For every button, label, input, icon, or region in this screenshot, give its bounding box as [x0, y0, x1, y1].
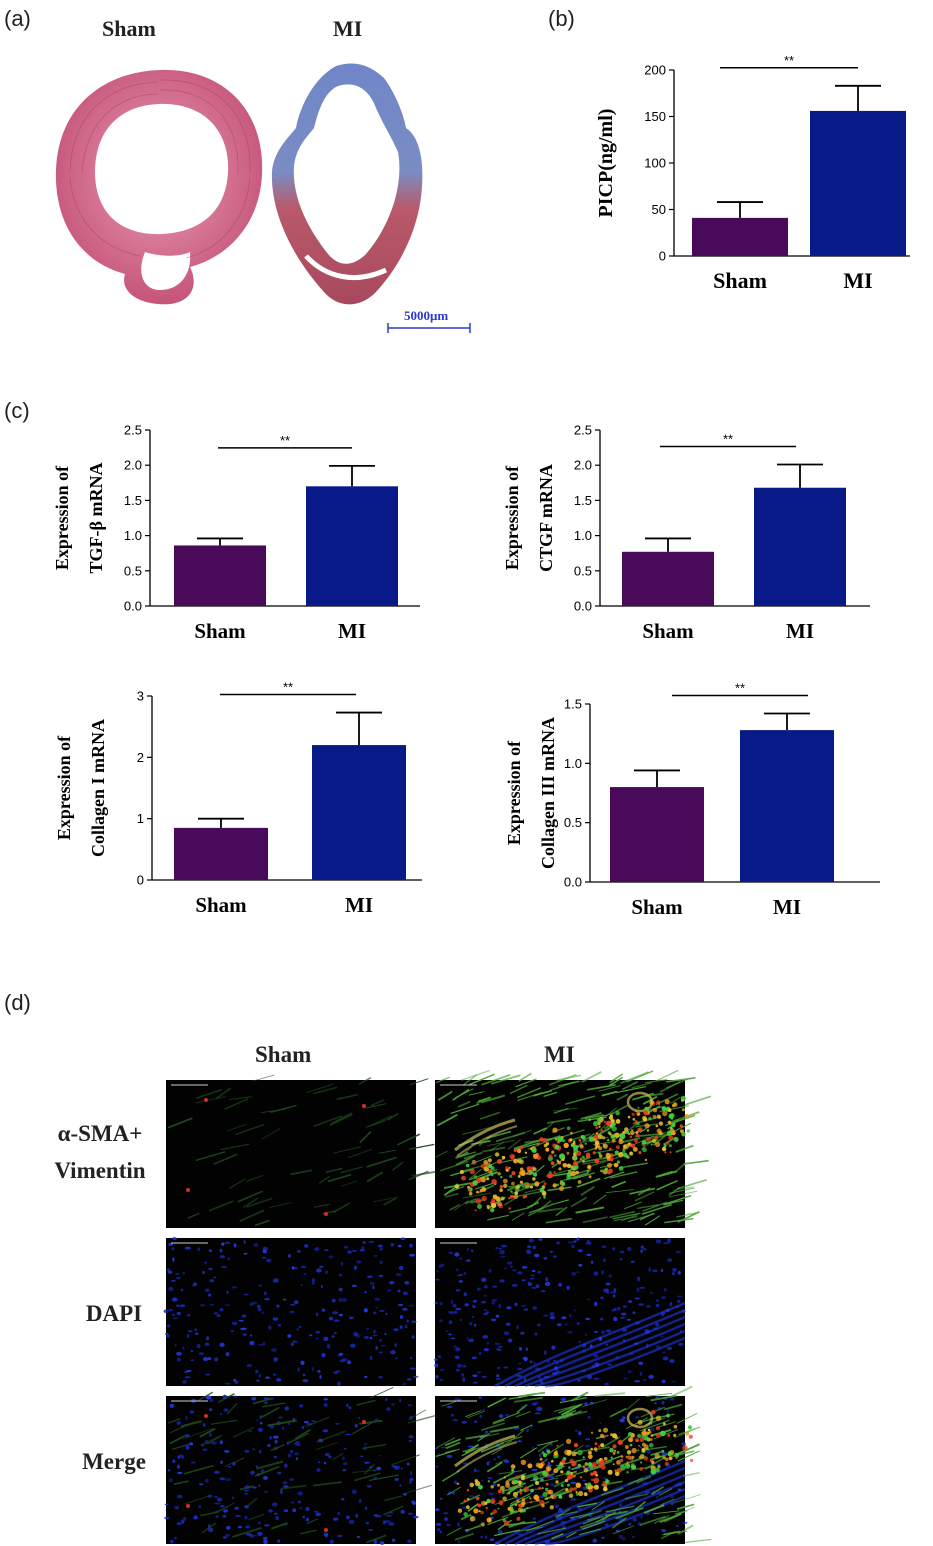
y-tick-label: 0.0: [124, 599, 142, 614]
panel-a-sham-title: Sham: [102, 16, 156, 41]
bar-sham: [610, 787, 704, 882]
y-tick-label: 200: [644, 63, 666, 78]
significance-label: **: [283, 680, 293, 695]
y-tick-label: 0: [137, 873, 144, 888]
bar-mi: [312, 745, 406, 880]
category-label: Sham: [713, 268, 767, 293]
mi-dapi-image: [434, 1237, 686, 1388]
row-label-merge: Merge: [82, 1449, 146, 1474]
y-tick-label: 1.0: [124, 528, 142, 543]
significance-label: **: [280, 433, 290, 448]
picp-bar-chart: 0 50 100 150 200 Sham MI ** PICP(ng/ml): [595, 53, 910, 293]
y-tick-label: 2.0: [124, 458, 142, 473]
bar-mi: [740, 730, 834, 882]
scale-bar: [387, 323, 471, 333]
y-axis-label-line1: Expression of: [502, 465, 522, 570]
y-tick-label: 2.5: [574, 423, 592, 438]
y-tick-label: 0.0: [564, 875, 582, 890]
y-axis-label-line2: Collagen III mRNA: [538, 717, 558, 869]
category-label: MI: [773, 895, 801, 919]
y-tick-label: 0.5: [564, 815, 582, 830]
significance-label: **: [723, 431, 733, 446]
y-tick-label: 1.5: [124, 493, 142, 508]
y-axis-label-line2: TGF-β mRNA: [86, 463, 106, 574]
panel-d-mi-title: MI: [544, 1042, 575, 1067]
sham-sma-vimentin-image: [166, 1074, 436, 1228]
y-tick-label: 2.0: [574, 458, 592, 473]
row-label-vimentin: Vimentin: [54, 1157, 146, 1183]
category-label: Sham: [194, 619, 246, 643]
y-axis-label-line2: Collagen I mRNA: [88, 719, 108, 857]
y-tick-label: 3: [137, 689, 144, 704]
y-axis-label-line1: Expression of: [504, 740, 524, 845]
y-tick-label: 0.0: [574, 599, 592, 614]
category-label: MI: [843, 268, 872, 293]
y-tick-label: 2.5: [124, 423, 142, 438]
panel-c-label: (c): [4, 398, 30, 423]
bar-mi: [810, 110, 906, 256]
mi-merge-image: [435, 1385, 712, 1546]
scale-bar-label: 5000μm: [404, 308, 449, 323]
mi-heart-section-image: [271, 63, 423, 305]
y-axis-label-line1: Expression of: [54, 735, 74, 840]
significance-label: **: [735, 680, 745, 695]
bar-mi: [754, 487, 846, 606]
y-tick-label: 0: [659, 249, 666, 264]
y-axis-label: PICP(ng/ml): [595, 109, 617, 218]
row-label-dapi: DAPI: [85, 1301, 143, 1326]
y-tick-label: 1: [137, 811, 144, 826]
y-tick-label: 150: [644, 109, 666, 124]
collagen-iii-bar-chart: 0.0 0.5 1.0 1.5 Sham MI ** Expression of Collage…: [504, 680, 880, 919]
y-tick-label: 1.5: [564, 697, 582, 712]
bar-sham: [174, 545, 266, 606]
bar-mi: [306, 486, 398, 606]
category-label: Sham: [631, 895, 683, 919]
y-tick-label: 0.5: [574, 563, 592, 578]
y-tick-label: 1.0: [574, 528, 592, 543]
row-label-sma-vimentin: α-SMA+ Vimentin: [36, 1116, 164, 1190]
panel-a-mi-title: MI: [333, 16, 363, 41]
sham-dapi-image: [163, 1237, 419, 1386]
bar-sham: [622, 551, 714, 606]
y-tick-label: 1.0: [564, 756, 582, 771]
collagen-i-bar-chart: 0 1 2 3 Sham MI ** Expression of Collagen I mRNA: [54, 680, 422, 917]
category-label: MI: [338, 619, 366, 643]
y-tick-label: 2: [137, 750, 144, 765]
mi-sma-vimentin-image: [435, 1069, 712, 1228]
panel-d-sham-title: Sham: [255, 1042, 312, 1067]
category-label: MI: [786, 619, 814, 643]
category-label: Sham: [195, 893, 247, 917]
y-tick-label: 100: [644, 156, 666, 171]
bar-sham: [174, 827, 268, 880]
sham-merge-image: [164, 1386, 437, 1545]
panel-b-label: (b): [548, 6, 575, 31]
y-axis-label-line1: Expression of: [52, 465, 72, 570]
y-tick-label: 50: [652, 202, 666, 217]
ctgf-bar-chart: 0.0 0.5 1.0 1.5 2.0 2.5 Sham MI ** Expression of C…: [502, 423, 870, 643]
y-tick-label: 0.5: [124, 563, 142, 578]
sham-heart-section-image: [55, 69, 263, 305]
category-label: MI: [345, 893, 373, 917]
tgf-beta-bar-chart: 0.0 0.5 1.0 1.5 2.0 2.5 Sham MI ** Expression of T…: [52, 423, 420, 643]
y-tick-label: 1.5: [574, 493, 592, 508]
category-label: Sham: [642, 619, 694, 643]
panel-a-label: (a): [4, 6, 31, 31]
y-axis-label-line2: CTGF mRNA: [536, 464, 556, 572]
bar-sham: [692, 217, 788, 256]
row-label-sma: α-SMA+: [57, 1121, 143, 1146]
panel-d-label: (d): [4, 990, 31, 1015]
significance-label: **: [784, 53, 794, 68]
